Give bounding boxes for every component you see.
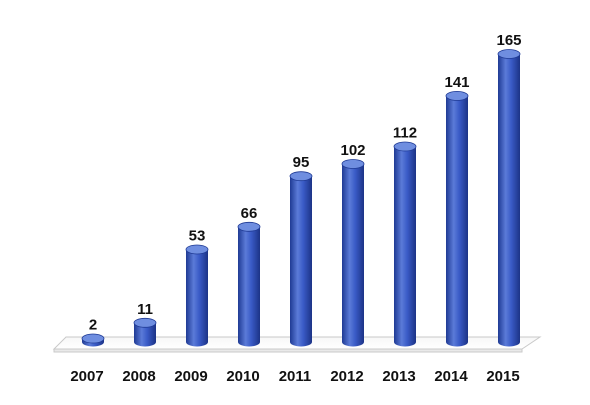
bar-top-cap: [393, 141, 417, 152]
data-label-2008: 11: [137, 301, 153, 318]
bar-top-cap: [497, 49, 521, 59]
x-tick-label-2013: 2013: [382, 368, 415, 385]
bar-body: [238, 226, 260, 347]
bar-2013: [393, 141, 417, 347]
x-tick-label-2008: 2008: [122, 368, 155, 385]
bar-2010: [237, 221, 261, 347]
bar-body: [342, 163, 364, 347]
bar-top-cap: [185, 244, 209, 255]
bar-top-cap: [133, 317, 157, 328]
x-tick-label-2011: 2011: [279, 368, 312, 385]
bar-top-cap: [445, 90, 469, 101]
data-label-2012: 102: [340, 142, 365, 159]
bar-body: [446, 95, 468, 347]
bar-body: [394, 146, 416, 347]
x-tick-label-2014: 2014: [434, 368, 468, 385]
bar-top-cap: [341, 159, 365, 169]
bar-2015: [497, 49, 521, 347]
bar-body: [186, 249, 208, 347]
bar-body: [498, 54, 520, 347]
bar-2011: [289, 171, 313, 347]
x-tick-label-2007: 2007: [70, 368, 103, 385]
bar-top-cap: [237, 221, 261, 232]
bars-group: [81, 49, 521, 347]
value-labels-group: 2 11 53 66 95 102 112 141 165: [89, 32, 522, 334]
bar-top-cap: [289, 171, 313, 182]
bar-2014: [445, 90, 469, 347]
data-label-2007: 2: [89, 317, 97, 334]
bar-body: [290, 176, 312, 347]
x-tick-label-2015: 2015: [486, 368, 519, 385]
data-label-2009: 53: [189, 227, 206, 244]
data-label-2015: 165: [496, 32, 521, 49]
data-label-2011: 95: [293, 154, 310, 171]
x-tick-label-2009: 2009: [174, 368, 207, 385]
floor-front: [53, 348, 523, 353]
bar-body: [134, 322, 156, 347]
x-tick-label-2012: 2012: [330, 368, 363, 385]
x-tick-label-2010: 2010: [226, 368, 259, 385]
bar-2009: [185, 244, 209, 347]
data-label-2010: 66: [241, 205, 258, 222]
data-label-2014: 141: [444, 74, 469, 91]
bar-2012: [341, 159, 365, 347]
bar-2008: [133, 317, 157, 347]
bar-top-cap: [81, 333, 105, 344]
x-axis-tick-labels: 2007 2008 2009 2010 2011 2012 2013 2014 2015: [70, 368, 519, 385]
data-label-2013: 112: [393, 125, 417, 142]
bar-2007: [81, 333, 105, 347]
